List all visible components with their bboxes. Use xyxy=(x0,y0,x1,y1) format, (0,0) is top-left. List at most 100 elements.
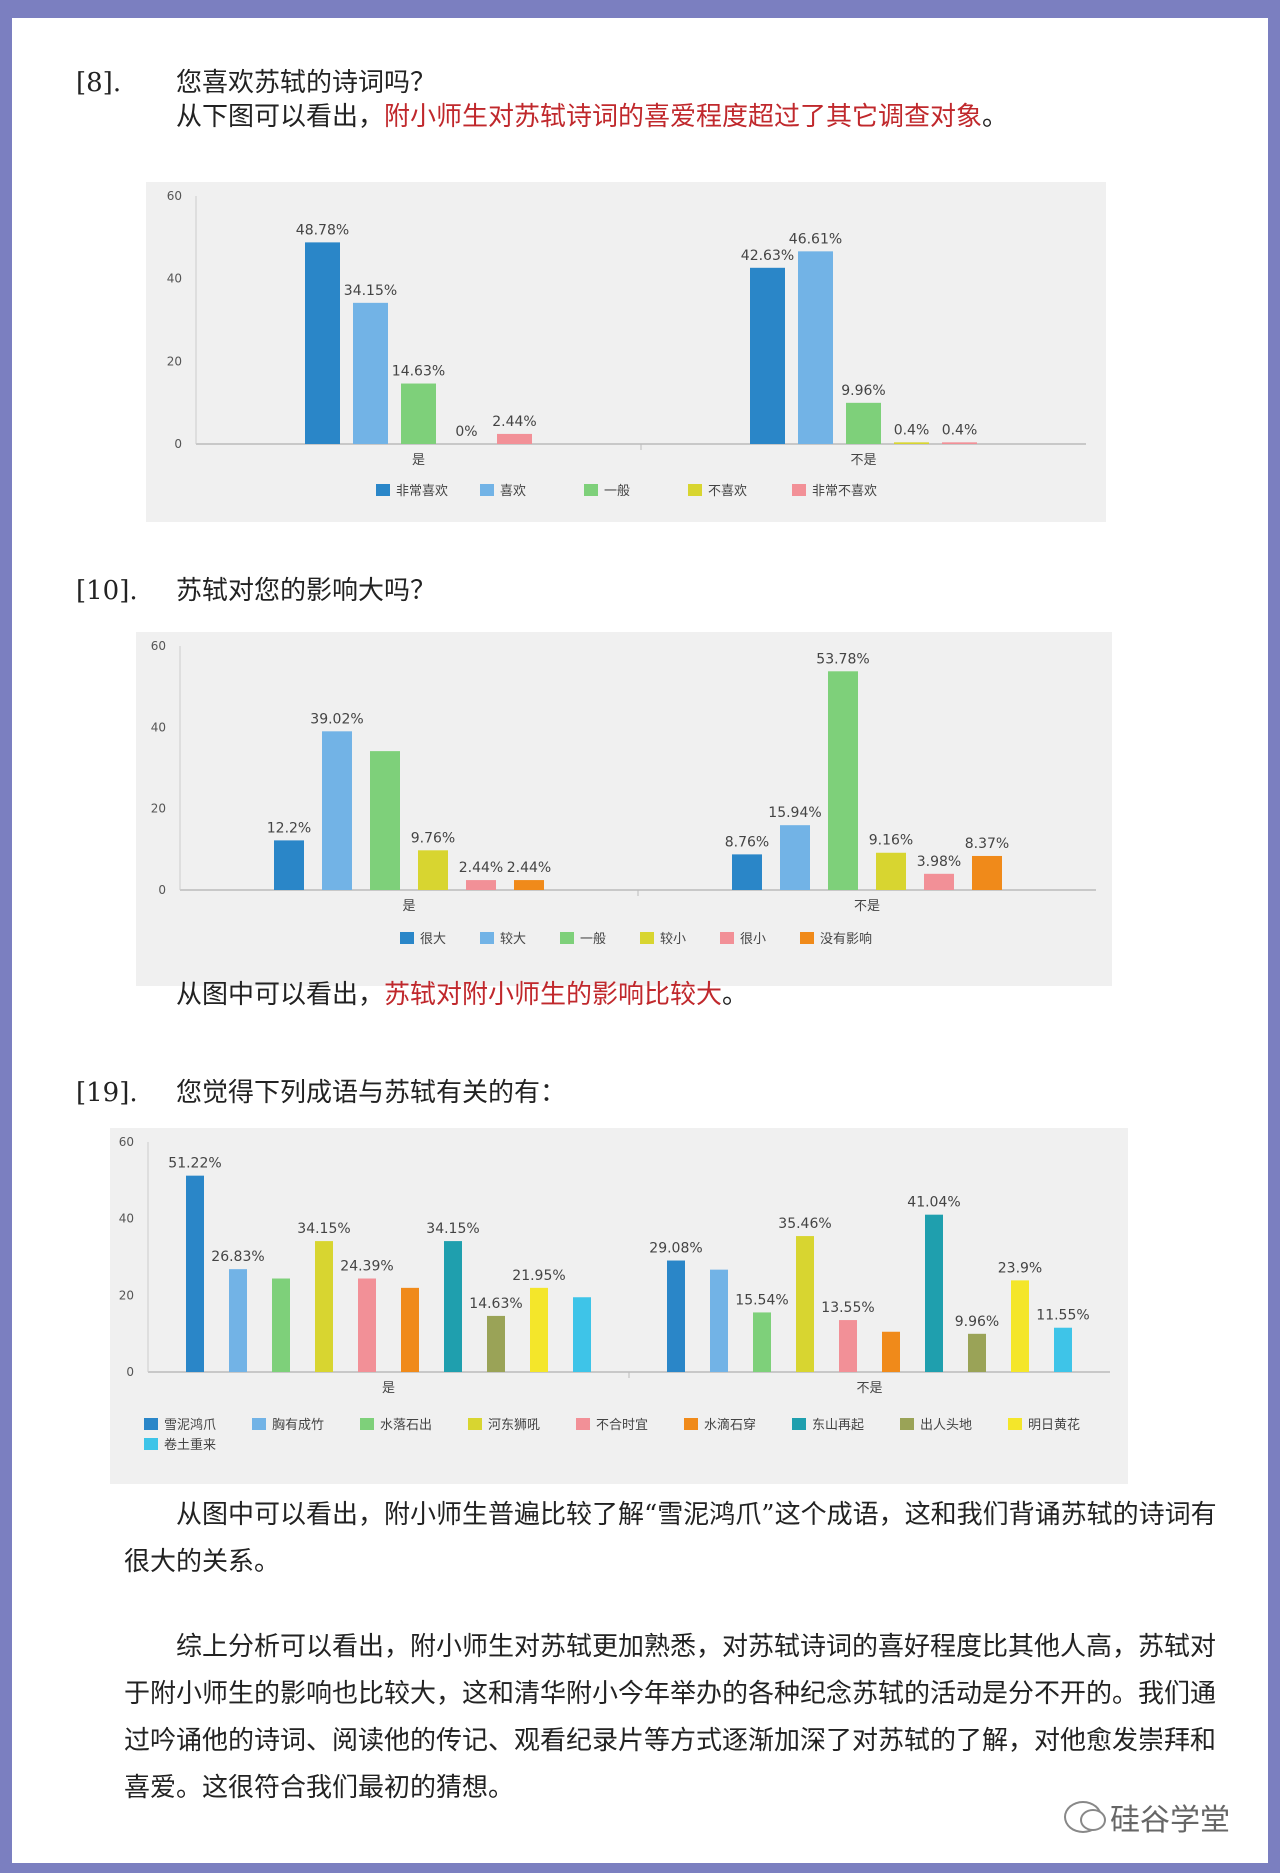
legend-label: 非常喜欢 xyxy=(396,484,448,499)
bar xyxy=(274,840,304,890)
document-page: [8]. 您喜欢苏轼的诗词吗？ 从下图可以看出，附小师生对苏轼诗词的喜爱程度超过了… xyxy=(12,18,1268,1863)
legend-swatch xyxy=(792,484,806,496)
legend-label: 水滴石穿 xyxy=(704,1417,756,1433)
text-normal: 从图中可以看出， xyxy=(176,980,385,1010)
bar xyxy=(322,731,352,890)
bar xyxy=(798,251,833,444)
data-label: 3.98% xyxy=(917,854,961,870)
bar xyxy=(487,1315,505,1372)
y-tick-label: 0 xyxy=(158,883,166,897)
data-label: 39.02% xyxy=(310,711,363,727)
question-text: 苏轼对您的影响大吗？ xyxy=(176,576,437,606)
legend-label: 东山再起 xyxy=(812,1418,864,1433)
bar xyxy=(732,854,762,890)
y-tick-label: 60 xyxy=(167,189,182,203)
data-label: 8.37% xyxy=(965,836,1009,852)
bar xyxy=(882,1331,900,1372)
legend-label: 较大 xyxy=(500,932,526,947)
question-number: [8]. xyxy=(76,68,122,98)
question-8: [8]. 您喜欢苏轼的诗词吗？ xyxy=(76,62,436,99)
bar xyxy=(315,1241,333,1372)
data-label: 29.08% xyxy=(649,1241,702,1257)
legend-swatch xyxy=(480,932,494,944)
data-label: 13.55% xyxy=(821,1300,874,1316)
data-label: 12.2% xyxy=(267,820,311,836)
data-label: 21.95% xyxy=(512,1268,565,1284)
data-label: 34.15% xyxy=(426,1221,479,1237)
legend-swatch xyxy=(584,484,598,496)
bar xyxy=(876,852,906,890)
bar xyxy=(972,855,1002,890)
y-tick-label: 20 xyxy=(151,802,166,816)
legend-swatch xyxy=(720,932,734,944)
question-number: [19]. xyxy=(76,1078,138,1108)
legend-swatch xyxy=(800,932,814,944)
data-label: 51.22% xyxy=(168,1156,221,1172)
y-tick-label: 0 xyxy=(126,1365,134,1379)
bar xyxy=(497,433,532,444)
legend-swatch xyxy=(468,1418,482,1430)
bar xyxy=(1054,1327,1072,1372)
data-label: 2.44% xyxy=(507,860,551,876)
category-label: 不是 xyxy=(856,1381,882,1396)
chart-svg: 0 20 40 60 48.78% 34.15% 14.63% 0% 2.44% 是 42.63%4… xyxy=(167,189,1086,499)
y-tick-label: 20 xyxy=(167,354,182,368)
legend-swatch xyxy=(252,1418,266,1430)
question-19: [19]. 您觉得下列成语与苏轼有关的有： xyxy=(76,1072,566,1109)
bar xyxy=(667,1260,685,1372)
data-label: 41.04% xyxy=(907,1195,960,1211)
wechat-icon xyxy=(1064,1801,1106,1833)
legend-label: 胸有成竹 xyxy=(272,1418,324,1433)
y-tick-label: 60 xyxy=(119,1135,134,1149)
bar xyxy=(305,242,340,444)
legend-label: 很大 xyxy=(420,932,446,947)
data-label: 23.9% xyxy=(998,1260,1042,1276)
data-label: 9.16% xyxy=(869,833,913,849)
y-tick-label: 20 xyxy=(119,1288,134,1302)
bar xyxy=(780,825,810,890)
paragraph-chart2-result: 从图中可以看出，苏轼对附小师生的影响比较大。 xyxy=(176,972,1236,1019)
data-label: 42.63% xyxy=(741,248,794,264)
chart-influence: 0 20 40 60 12.2% 39.02% 9.76% 2.44% 2.44% 是 8.76% 1… xyxy=(136,632,1112,986)
chart-like-poems: 0 20 40 60 48.78% 34.15% 14.63% 0% 2.44% 是 42.63% 4… xyxy=(146,182,1106,522)
bar xyxy=(353,302,388,444)
bar xyxy=(573,1297,591,1372)
data-label: 2.44% xyxy=(459,860,503,876)
data-label: 24.39% xyxy=(340,1259,393,1275)
data-label: 14.63% xyxy=(392,364,445,380)
bar xyxy=(444,1241,462,1372)
data-label: 46.61% xyxy=(789,231,842,247)
bar xyxy=(839,1320,857,1372)
data-label: 15.54% xyxy=(735,1292,788,1308)
data-label: 0% xyxy=(455,424,477,440)
bar xyxy=(530,1287,548,1372)
legend-swatch xyxy=(1008,1418,1022,1430)
legend-swatch xyxy=(144,1438,158,1450)
legend-swatch xyxy=(684,1418,698,1430)
data-label: 2.44% xyxy=(492,414,536,430)
bar xyxy=(272,1278,290,1372)
bar xyxy=(1011,1280,1029,1372)
category-label: 不是 xyxy=(850,453,876,468)
legend-label: 雪泥鸿爪 xyxy=(164,1417,216,1433)
data-label: 48.78% xyxy=(296,222,349,238)
category-label: 是 xyxy=(412,453,425,468)
bar xyxy=(968,1333,986,1372)
text-normal: 从下图可以看出， xyxy=(176,102,385,132)
data-label: 9.96% xyxy=(955,1314,999,1330)
data-label: 0.4% xyxy=(894,422,930,438)
watermark-text: 硅谷学堂 xyxy=(1110,1803,1230,1838)
legend-swatch xyxy=(560,932,574,944)
data-label: 53.78% xyxy=(816,651,869,667)
legend-swatch xyxy=(792,1418,806,1430)
legend-label: 不喜欢 xyxy=(708,484,747,499)
legend-label: 河东狮吼 xyxy=(488,1418,540,1433)
paragraph-conclusion: 综上分析可以看出，附小师生对苏轼更加熟悉，对苏轼诗词的喜好程度比其他人高，苏轼对… xyxy=(124,1632,1217,1803)
y-tick-label: 40 xyxy=(151,720,166,734)
legend-label: 没有影响 xyxy=(820,931,872,947)
data-label: 14.63% xyxy=(469,1296,522,1312)
data-label: 34.15% xyxy=(344,283,397,299)
bar xyxy=(466,880,496,890)
text-normal: 。 xyxy=(722,980,749,1010)
